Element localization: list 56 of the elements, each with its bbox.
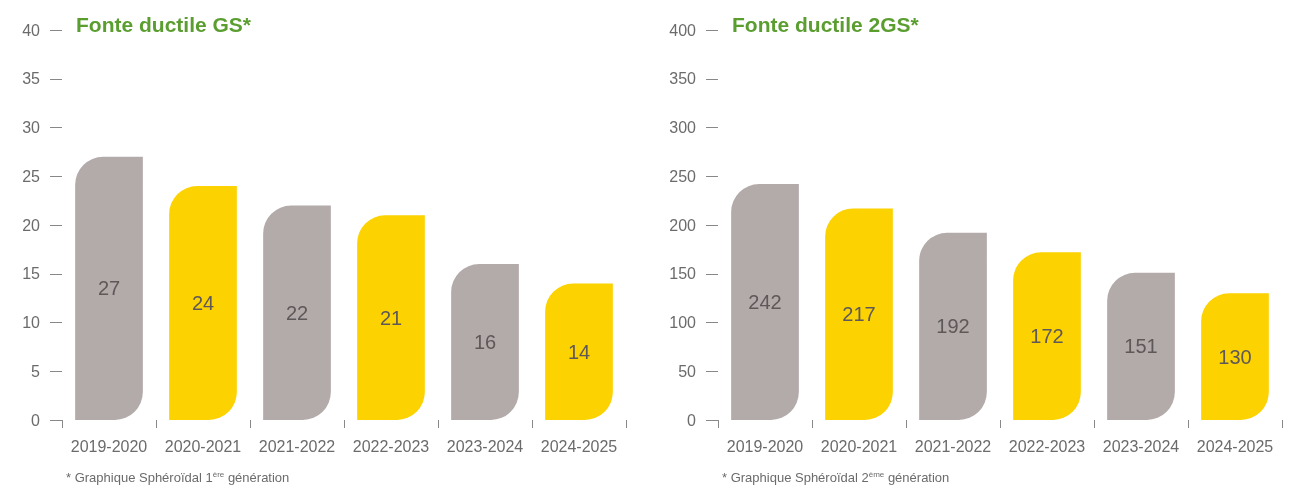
data-label: 21 <box>379 306 403 329</box>
data-label: 217 <box>842 303 876 326</box>
y-tick-label: 35 <box>22 70 41 88</box>
bar <box>1013 252 1081 420</box>
x-tick-label: 2023-2024 <box>446 437 524 455</box>
y-tick-label: 15 <box>22 265 41 283</box>
data-label: 151 <box>1124 335 1158 358</box>
data-label: 24 <box>191 292 215 314</box>
data-label: 14 <box>567 340 591 363</box>
x-tick-label: 2019-2020 <box>70 437 148 455</box>
x-tick-label: 2023-2024 <box>1102 437 1180 455</box>
y-tick-label: 400 <box>669 21 697 39</box>
bar <box>731 184 799 420</box>
y-tick-label: 250 <box>669 167 697 185</box>
bar <box>263 205 331 420</box>
x-tick-label: 2024-2025 <box>1196 437 1274 455</box>
bar <box>825 208 893 420</box>
y-tick-label: 300 <box>669 119 697 136</box>
bar <box>169 186 237 420</box>
data-label: 16 <box>473 331 497 353</box>
bar <box>919 232 987 420</box>
data-label: 172 <box>1030 325 1064 348</box>
data-label: 27 <box>97 277 121 300</box>
y-tick-label: 0 <box>687 411 697 429</box>
x-tick-label: 2021-2022 <box>914 437 992 455</box>
data-label: 242 <box>748 291 782 314</box>
bar <box>1107 272 1175 420</box>
y-tick-label: 20 <box>22 216 41 234</box>
y-tick-label: 0 <box>31 411 41 429</box>
data-label: 22 <box>285 301 309 324</box>
bar <box>75 156 143 420</box>
y-tick-label: 25 <box>22 167 41 185</box>
y-tick-label: 5 <box>31 362 41 380</box>
x-tick-label: 2020-2021 <box>820 437 898 455</box>
data-label: 192 <box>936 315 970 338</box>
x-tick-label: 2022-2023 <box>1008 437 1086 455</box>
bar <box>451 264 519 420</box>
bar <box>357 215 425 420</box>
y-tick-label: 50 <box>678 362 697 380</box>
y-tick-label: 200 <box>669 216 697 234</box>
x-tick-label: 2021-2022 <box>258 437 336 455</box>
y-tick-label: 10 <box>22 314 41 331</box>
x-tick-label: 2019-2020 <box>726 437 804 455</box>
y-tick-label: 150 <box>669 265 697 283</box>
y-tick-label: 100 <box>669 314 697 331</box>
bar <box>545 283 613 420</box>
y-tick-label: 350 <box>669 70 697 88</box>
x-tick-label: 2022-2023 <box>352 437 430 455</box>
data-label: 130 <box>1218 345 1252 368</box>
y-tick-label: 40 <box>22 21 41 39</box>
x-tick-label: 2024-2025 <box>540 437 618 455</box>
chart-title: Fonte ductile GS* <box>76 13 252 36</box>
y-tick-label: 30 <box>22 119 41 136</box>
chart-title: Fonte ductile 2GS* <box>732 13 920 36</box>
x-tick-label: 2020-2021 <box>164 437 242 455</box>
bar <box>1201 293 1269 420</box>
